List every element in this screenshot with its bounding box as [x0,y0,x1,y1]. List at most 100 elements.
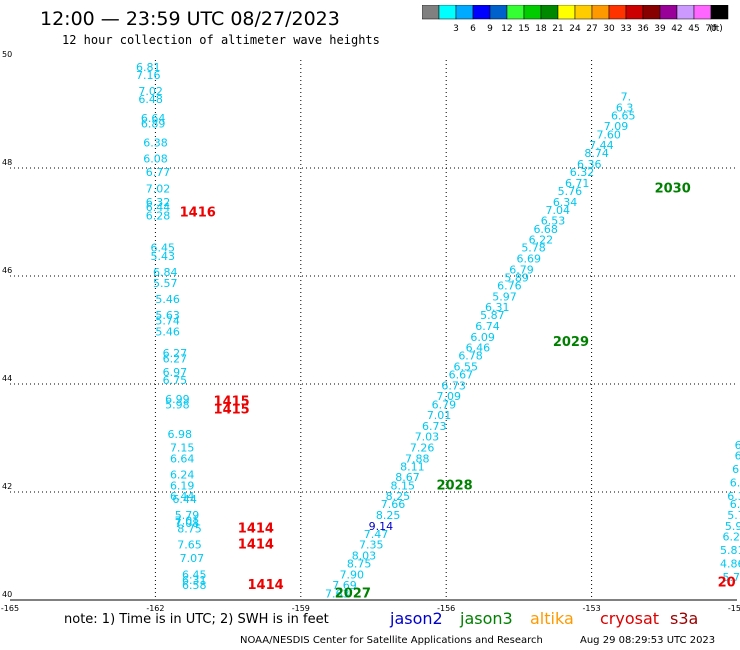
wave-height-point: 7.09 [604,120,629,133]
wave-height-point: 6.98 [168,428,193,441]
wave-height-point: 6.77 [146,166,171,179]
wave-height-point: 7.15 [170,442,195,455]
wave-height-point: 8.75 [347,558,372,571]
x-tick-label: -150 [728,604,740,613]
pass-time-label: 2027 [335,586,371,601]
wave-height-point: 8.11 [400,460,425,473]
wave-height-point: 5.97 [492,290,517,303]
pass-time-label: 2028 [437,478,473,493]
wave-height-point: 5.74 [727,509,740,522]
wave-height-point: 7.66 [381,498,406,511]
legend-altika: altika [530,609,574,628]
wave-height-point: 6.36 [577,158,602,171]
chart-title: 12:00 — 23:59 UTC 08/27/2023 [40,8,340,30]
scale-label: 27 [586,24,597,34]
wave-height-point: 5.43 [151,250,176,263]
legend-jason2: jason2 [390,609,443,628]
wave-height-point: 6.32 [146,196,171,209]
pass-time-label: 1415 [214,395,250,410]
wave-height-point: 6.38 [143,136,168,149]
wave-height-point: 5.63 [155,309,180,322]
wave-height-point: 6.27 [163,352,188,365]
wave-height-point: 6.64 [170,452,195,465]
chart-subtitle: 12 hour collection of altimeter wave hei… [62,33,380,47]
wave-height-point: 6.71 [565,177,590,190]
pass-time-label: 2029 [553,335,589,350]
wave-height-point: 7.02 [146,182,171,195]
footnote: note: 1) Time is in UTC; 2) SWH is in fe… [64,612,329,627]
pass-time-label: 1414 [238,522,274,537]
wave-height-point: 7.63 [325,587,350,600]
wave-height-point: 9.14 [369,520,394,533]
wave-height-point: 7. [621,91,632,104]
scale-label: 39 [654,24,666,34]
pass-time-label: 2030 [655,181,691,196]
wave-height-point: 7.01 [175,514,200,527]
wave-height-point: 6.29 [722,531,740,544]
scale-label: 12 [501,24,512,34]
wave-height-point: 6.97 [163,366,188,379]
wave-height-point: 6.44 [170,490,195,503]
wave-height-point: 6.65 [611,109,636,122]
y-tick-label: 48 [2,158,12,167]
wave-height-point: 6.27 [163,347,188,360]
scale-label: 24 [569,24,581,34]
wave-height-point: 6.99 [165,393,190,406]
wave-height-point: 5.76 [558,185,583,198]
scale-label: 6 [470,24,476,34]
wave-height-point: 6.09 [470,331,495,344]
wave-height-point: 8.75 [177,523,202,536]
wave-height-point: 6.74 [475,320,500,333]
wave-height-point: 6.76 [497,280,521,293]
wave-height-point: 6.34 [553,196,578,209]
wave-height-point: 6.64 [141,112,166,125]
wave-height-point: 6.28 [146,209,171,222]
wave-height-point: 6.67 [449,369,474,382]
footer-credit: NOAA/NESDIS Center for Satellite Applica… [240,635,543,646]
wave-height-point: 6.45 [182,568,207,581]
wave-height-point: 6.58 [182,579,207,592]
wave-height-point: 7.01 [427,409,452,422]
y-tick-label: 40 [2,590,12,599]
wave-height-point: 7.88 [405,452,430,465]
x-tick-label: -162 [146,604,164,613]
wave-height-point: 6.46 [466,342,491,355]
scale-label: 15 [518,24,529,34]
scale-label: 9 [487,24,493,34]
wave-height-point: 6.3 [616,101,634,114]
legend-s3a: s3a [670,609,699,628]
wave-height-point: 6.72 [730,498,740,511]
wave-height-point: 6.69 [516,253,541,266]
wave-height-point: 7.44 [589,139,614,152]
wave-height-point: 5.46 [155,293,180,306]
x-tick-label: -156 [437,604,455,613]
wave-height-point: 6.45 [151,242,176,255]
wave-height-point: 5.89 [504,271,529,284]
wave-height-point: 6 [735,439,740,452]
wave-height-point: 6.31 [485,301,510,314]
wave-height-point: 8.74 [584,147,609,160]
wave-height-point: 6.75 [163,374,188,387]
wave-height-point: 8.25 [386,490,411,503]
wave-height-point: 6.19 [170,479,195,492]
wave-height-point: 6. [735,450,740,463]
wave-height-point: 7.07 [180,552,205,565]
wave-height-point: 5.46 [155,325,180,338]
scale-label: 3 [453,24,459,34]
wave-height-point: 6.22 [529,234,554,247]
legend-cryosat: cryosat [600,609,660,628]
legend-jason3: jason3 [460,609,513,628]
wave-height-point: 7.26 [410,442,435,455]
wave-height-point: 6.48 [138,93,163,106]
wave-height-point: 7.03 [415,431,440,444]
footer-timestamp: Aug 29 08:29:53 UTC 2023 [580,635,716,646]
wave-height-point: 8.15 [390,479,415,492]
wave-height-point: 6.55 [453,361,478,374]
wave-height-point: 8.25 [376,509,401,522]
scale-label: 42 [671,24,682,34]
wave-height-point: 5.79 [175,509,200,522]
wave-height-point: 6.31 [182,574,207,587]
scale-label: 18 [535,24,547,34]
scale-label: 30 [603,24,615,34]
wave-height-point: 7.16 [136,69,161,82]
